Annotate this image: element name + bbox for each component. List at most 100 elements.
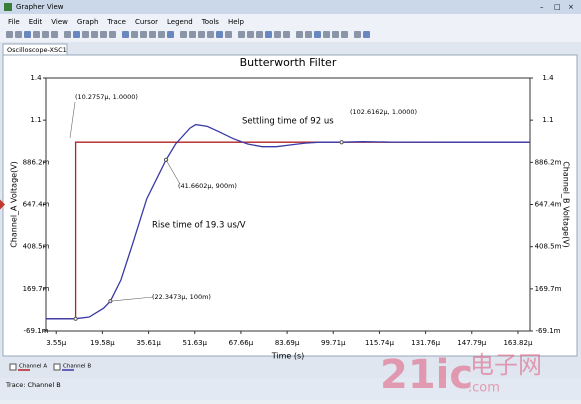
y-tick-label: 408.5m (23, 243, 50, 251)
y-tick-label: 1.4 (30, 74, 42, 82)
x-tick-label: 83.69µ (275, 339, 300, 347)
toolbar-button[interactable] (247, 31, 254, 38)
annotation-leader (165, 159, 181, 185)
menu-item[interactable]: Legend (167, 18, 193, 26)
toolbar-button[interactable] (73, 31, 80, 38)
toolbar-button[interactable] (332, 31, 339, 38)
annotation: (102.6162µ, 1.0000) (350, 108, 417, 116)
window-title: Grapher View (16, 3, 64, 11)
annotation-leader (110, 296, 154, 302)
y2-tick-label: 1.1 (542, 116, 553, 124)
toolbar-button[interactable] (158, 31, 165, 38)
toolbar-button[interactable] (283, 31, 290, 38)
watermark-logo: 21ic (380, 352, 473, 398)
toolbar-button[interactable] (323, 31, 330, 38)
toolbar-button[interactable] (131, 31, 138, 38)
y-tick-label: 647.4m (23, 201, 50, 209)
annotation: (41.6602µ, 900m) (178, 182, 237, 190)
toolbar-button[interactable] (189, 31, 196, 38)
x-tick-label: 131.76µ (411, 339, 440, 347)
toolbar-button[interactable] (100, 31, 107, 38)
y-tick-label: -69.1m (24, 327, 49, 335)
menu-item[interactable]: Edit (29, 18, 43, 26)
toolbar-button[interactable] (15, 31, 22, 38)
watermark-cn: 电子网 (470, 351, 542, 379)
status-text: Trace: Channel B (5, 381, 61, 389)
annotation: Settling time of 92 us (242, 117, 334, 127)
toolbar-button[interactable] (225, 31, 232, 38)
maximize-button[interactable]: □ (554, 3, 561, 11)
cursor-point (73, 316, 78, 321)
x-tick-label: 163.82µ (503, 339, 532, 347)
y-tick-label: 169.7m (23, 285, 50, 293)
toolbar-button[interactable] (305, 31, 312, 38)
toolbar-button[interactable] (82, 31, 89, 38)
toolbar-button[interactable] (341, 31, 348, 38)
annotation: (22.3473µ, 100m) (152, 293, 211, 301)
menu-item[interactable]: Help (228, 18, 245, 26)
toolbar-button[interactable] (6, 31, 13, 38)
toolbar-button[interactable] (149, 31, 156, 38)
toolbar-button[interactable] (256, 31, 263, 38)
annotation: Rise time of 19.3 us/V (152, 221, 246, 231)
toolbar-button[interactable] (51, 31, 58, 38)
toolbar-button[interactable] (265, 31, 272, 38)
x-tick-label: 35.61µ (136, 339, 161, 347)
x-tick-label: 115.74µ (365, 339, 394, 347)
plot-panel (2, 54, 578, 357)
close-button[interactable]: × (568, 3, 574, 11)
x-tick-label: 99.71µ (321, 339, 346, 347)
tab-label: Oscilloscope-XSC1 (7, 46, 67, 54)
annotation-leader (69, 101, 76, 139)
menu-item[interactable]: View (51, 18, 68, 26)
status-area (0, 378, 581, 400)
toolbar-button[interactable] (198, 31, 205, 38)
minimize-button[interactable]: – (540, 3, 544, 11)
toolbar-button[interactable] (180, 31, 187, 38)
menu-item[interactable]: Trace (106, 18, 126, 26)
watermark: 21ic .com 电子网 (380, 351, 542, 398)
toolbar-button[interactable] (207, 31, 214, 38)
toolbar-button[interactable] (140, 31, 147, 38)
y2-axis-label: Channel_B Voltage(V) (562, 161, 571, 248)
x-tick-label: 147.79µ (457, 339, 486, 347)
toolbar-button[interactable] (64, 31, 71, 38)
x-axis-label: Time (s) (271, 352, 305, 361)
x-tick-label: 3.55µ (46, 339, 67, 347)
cursor-point (339, 140, 344, 145)
toolbar-button[interactable] (354, 31, 361, 38)
toolbar-button[interactable] (216, 31, 223, 38)
chart-title: Butterworth Filter (240, 56, 337, 69)
toolbar-button[interactable] (122, 31, 129, 38)
toolbar-button[interactable] (42, 31, 49, 38)
legend-checkbox[interactable] (53, 363, 61, 371)
annotation: (10.2757µ, 1.0000) (75, 93, 138, 101)
series-line (46, 123, 530, 320)
toolbar-button[interactable] (167, 31, 174, 38)
toolbar-button[interactable] (296, 31, 303, 38)
watermark-domain: .com (468, 381, 500, 396)
y-tick-label: 1.1 (30, 116, 41, 124)
y2-tick-label: 1.4 (542, 74, 554, 82)
toolbar-button[interactable] (363, 31, 370, 38)
toolbar-button[interactable] (24, 31, 31, 38)
toolbar-button[interactable] (33, 31, 40, 38)
y2-tick-label: 408.5m (535, 243, 562, 251)
title-bar (0, 0, 581, 14)
menu-item[interactable]: File (8, 18, 20, 26)
toolbar-button[interactable] (274, 31, 281, 38)
toolbar-button[interactable] (238, 31, 245, 38)
toolbar-button[interactable] (91, 31, 98, 38)
cursor-marker (0, 199, 5, 210)
legend-label: Channel A (19, 364, 47, 370)
legend-label: Channel B (63, 364, 91, 370)
legend-checkbox[interactable] (9, 363, 17, 371)
x-tick-label: 19.58µ (90, 339, 115, 347)
menu-item[interactable]: Tools (201, 18, 220, 26)
menu-item[interactable]: Graph (77, 18, 98, 26)
toolbar-button[interactable] (314, 31, 321, 38)
toolbar-button[interactable] (109, 31, 116, 38)
y-tick-label: 886.2m (23, 158, 50, 166)
menu-item[interactable]: Cursor (135, 18, 158, 26)
